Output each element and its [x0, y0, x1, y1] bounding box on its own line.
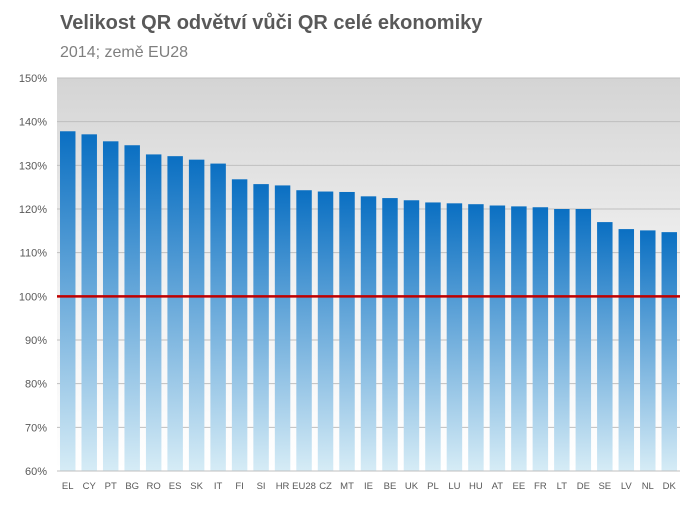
x-tick-label: CY: [83, 481, 97, 492]
y-tick-label: 70%: [25, 422, 47, 434]
y-tick-label: 140%: [19, 117, 47, 129]
x-tick-label: SE: [598, 481, 611, 492]
x-tick-label: SK: [190, 481, 203, 492]
x-tick-label: PT: [105, 481, 117, 492]
bars: [60, 131, 677, 472]
x-axis: EL CY PT BG RO ES SK IT FI SI HR EU28 CZ MT IE BE UK PL LU…: [57, 470, 680, 492]
bar-si: [253, 184, 269, 472]
bar-pt: [102, 141, 119, 472]
y-tick-label: 130%: [19, 160, 47, 172]
bar-nl: [640, 230, 656, 471]
x-tick-label: LT: [557, 481, 568, 492]
bar-bg: [124, 145, 140, 471]
bar-hr: [274, 185, 291, 472]
bar-de: [575, 209, 592, 471]
x-tick-label: UK: [405, 481, 419, 492]
chart-title: Velikost QR odvětví vůči QR celé ekonomi…: [60, 12, 483, 34]
x-tick-label: SI: [257, 481, 266, 492]
x-tick-label: CZ: [319, 481, 332, 492]
bar-pl: [425, 202, 441, 471]
bar-lu: [446, 203, 463, 471]
x-tick-label: MT: [340, 481, 354, 492]
y-tick-label: 60%: [25, 466, 47, 478]
x-tick-label: BG: [125, 481, 139, 492]
x-tick-label: DK: [663, 481, 677, 492]
x-tick-label: PL: [427, 481, 439, 492]
chart-subtitle: 2014; země EU28: [60, 44, 189, 61]
x-tick-label: HU: [469, 481, 483, 492]
x-tick-label: LV: [621, 481, 633, 492]
x-tick-label: EU28: [292, 481, 316, 492]
bar-sk: [188, 159, 205, 471]
bar-ro: [145, 154, 162, 471]
x-tick-label: FR: [534, 481, 547, 492]
y-tick-label: 110%: [20, 248, 48, 260]
x-tick-label: NL: [642, 481, 654, 492]
bar-cz: [317, 191, 334, 472]
x-tick-label: IE: [364, 481, 373, 492]
bar-es: [167, 156, 183, 471]
bar-hu: [468, 204, 484, 472]
x-tick-label: HR: [276, 481, 290, 492]
bar-ie: [360, 196, 377, 471]
x-tick-label: EE: [513, 481, 526, 492]
y-tick-label: 150%: [19, 73, 47, 85]
bar-lt: [554, 209, 570, 471]
y-tick-label: 90%: [25, 335, 47, 347]
bar-be: [382, 198, 398, 472]
y-axis: 60% 70% 80% 90% 100% 110% 120% 130% 140% 150%: [19, 73, 47, 478]
bar-el: [60, 131, 76, 472]
x-tick-label: IT: [214, 481, 223, 492]
x-tick-label: FI: [235, 481, 243, 492]
x-tick-label: DE: [577, 481, 590, 492]
x-tick-label: RO: [147, 481, 161, 492]
bar-se: [597, 222, 613, 471]
x-tick-label: LU: [448, 481, 460, 492]
y-tick-label: 120%: [19, 204, 47, 216]
y-tick-label: 80%: [25, 379, 47, 391]
bar-uk: [403, 200, 420, 471]
bar-lv: [618, 229, 635, 471]
x-tick-label: BE: [384, 481, 397, 492]
bar-at: [489, 205, 506, 472]
x-tick-label: ES: [169, 481, 182, 492]
bar-cy: [81, 134, 97, 471]
bar-mt: [339, 191, 355, 471]
x-tick-label: EL: [62, 481, 74, 492]
bar-it: [210, 163, 226, 471]
bar-eu28: [296, 190, 312, 471]
bar-fi: [231, 179, 248, 471]
bar-fr: [532, 207, 549, 471]
x-tick-label: AT: [492, 481, 504, 492]
bar-ee: [511, 206, 527, 471]
bar-dk: [661, 232, 677, 471]
y-tick-label: 100%: [19, 291, 47, 303]
